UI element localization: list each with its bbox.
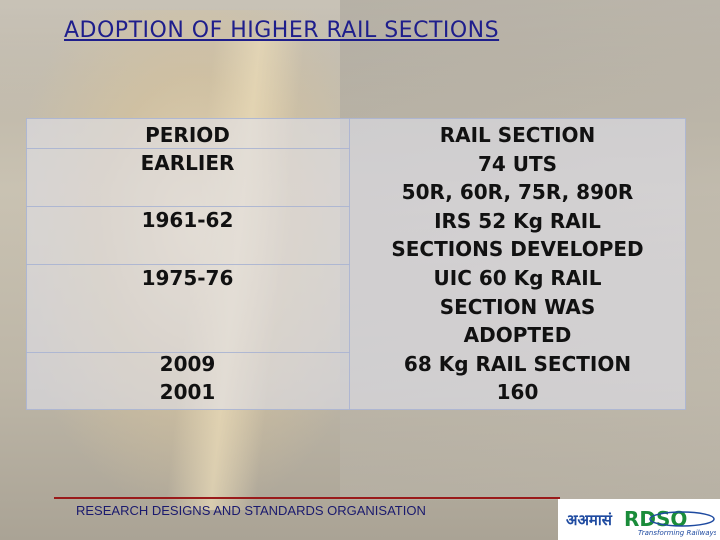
table-cell-2009 (26, 352, 350, 410)
rail-section-line: 74 UTS (477, 151, 558, 176)
rail-section-column: RAIL SECTION 74 UTS 50R, 60R, 75R, 890R … (349, 118, 686, 407)
footer-divider (54, 497, 560, 499)
logo-devanagari: अअमासं (566, 511, 613, 529)
rail-section-line: 68 Kg RAIL SECTION (403, 351, 632, 376)
logo-rdso-text: RDSO (624, 507, 687, 531)
rdso-logo-icon: अअमासं RDSO Transforming Railways (566, 507, 716, 537)
period-1975-76: 1975-76 (141, 266, 234, 290)
slide-title: ADOPTION OF HIGHER RAIL SECTIONS (64, 18, 500, 43)
rail-section-line: 160 (496, 380, 539, 405)
rdso-logo: अअमासं RDSO Transforming Railways (558, 499, 720, 540)
rail-section-line: RAIL SECTION (439, 123, 596, 147)
period-1961-62: 1961-62 (141, 208, 234, 232)
period-2001: 2001 (159, 380, 216, 404)
rail-section-line: IRS 52 Kg RAIL (434, 208, 601, 233)
logo-tagline: Transforming Railways (638, 529, 716, 537)
rail-section-line: SECTIONS DEVELOPED (391, 237, 644, 262)
period-earlier: EARLIER (140, 151, 235, 175)
period-2009: 2009 (159, 352, 216, 376)
table-cell-right (348, 118, 687, 410)
period-header: PERIOD (145, 123, 230, 147)
footer-organisation: RESEARCH DESIGNS AND STANDARDS ORGANISAT… (76, 503, 426, 518)
rail-section-line: ADOPTED (463, 323, 572, 348)
rail-sections-table (26, 118, 687, 410)
table-cell-1961 (26, 206, 350, 265)
rail-section-line: UIC 60 Kg RAIL (433, 265, 602, 290)
logo-swoosh (649, 511, 715, 527)
rail-section-line: SECTION WAS (439, 294, 596, 319)
rail-section-line: 50R, 60R, 75R, 890R (401, 180, 634, 205)
